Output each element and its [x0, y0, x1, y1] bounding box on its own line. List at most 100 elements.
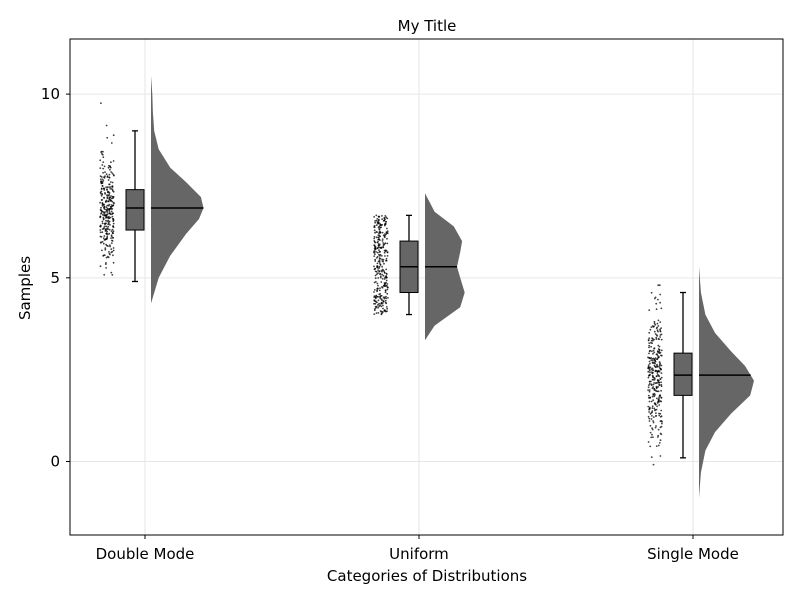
rain-point — [376, 255, 379, 258]
rain-point — [374, 274, 377, 277]
rain-point — [99, 201, 101, 204]
rain-point — [386, 237, 388, 240]
rain-point — [659, 363, 661, 366]
rain-point — [386, 310, 388, 313]
rain-point — [382, 307, 384, 310]
rain-point — [659, 400, 662, 402]
rain-point — [656, 405, 659, 408]
rain-point — [647, 367, 649, 370]
rain-point — [385, 249, 388, 252]
rain-point — [652, 416, 655, 418]
rain-point — [647, 386, 650, 389]
rain-point — [651, 358, 654, 360]
rain-point — [109, 245, 111, 248]
rain-point — [659, 412, 662, 415]
rain-point — [374, 248, 377, 251]
rain-point — [660, 354, 662, 357]
rain-point — [106, 196, 109, 198]
rain-point — [108, 196, 111, 199]
rain-point — [102, 156, 105, 159]
rain-point — [99, 265, 102, 268]
rain-point — [110, 207, 112, 210]
rain-point — [652, 352, 654, 355]
rain-point — [101, 204, 104, 207]
rain-point — [108, 176, 111, 179]
rain-point — [653, 382, 656, 384]
rain-point — [376, 241, 379, 244]
rain-point — [109, 188, 112, 190]
rain-point — [648, 411, 650, 413]
rain-point — [657, 319, 660, 322]
rain-point — [101, 199, 104, 201]
rain-point — [373, 237, 376, 240]
rain-point — [648, 390, 651, 393]
rain-point — [659, 321, 662, 323]
rain-point — [378, 234, 381, 237]
rain-point — [653, 325, 655, 328]
rain-point — [660, 327, 662, 329]
rain-point — [660, 381, 662, 384]
rain-point — [112, 222, 115, 225]
rain-point — [376, 247, 379, 249]
rain-point — [378, 229, 381, 231]
rain-point — [385, 259, 388, 262]
rain-point — [373, 240, 376, 242]
rain-point — [379, 297, 382, 300]
rain-point — [108, 198, 111, 201]
rain-point — [660, 376, 663, 379]
rain-point — [648, 420, 651, 422]
rain-point — [103, 205, 106, 208]
rain-point — [649, 328, 652, 331]
rain-point — [377, 222, 380, 225]
box — [673, 352, 693, 396]
rain-point — [661, 422, 663, 425]
x-tick-label: Uniform — [389, 545, 449, 563]
rain-point — [108, 186, 111, 189]
rain-point — [378, 289, 381, 292]
rain-point — [655, 387, 658, 389]
rain-point — [654, 333, 657, 335]
rain-point — [655, 336, 658, 339]
rain-point — [110, 235, 113, 238]
rain-point — [109, 216, 112, 219]
rain-point — [386, 255, 389, 257]
rain-point — [374, 308, 376, 310]
rain-point — [652, 421, 655, 424]
rain-point — [107, 204, 110, 207]
plot-frame — [69, 38, 784, 536]
rain-point — [108, 193, 111, 195]
rain-point — [658, 401, 660, 403]
rain-point — [658, 381, 661, 384]
rain-point — [103, 235, 106, 237]
rain-point — [650, 400, 653, 403]
rain-point — [105, 173, 108, 176]
rain-point — [103, 228, 105, 230]
rain-point — [381, 240, 384, 242]
rain-point — [103, 225, 106, 228]
rain-point — [110, 161, 112, 164]
rain-point — [105, 228, 107, 230]
rain-point — [653, 407, 656, 410]
rain-point — [105, 186, 107, 189]
rain-point — [373, 289, 376, 291]
rain-point — [648, 360, 651, 363]
rain-point — [653, 389, 656, 391]
rain-point — [381, 215, 383, 217]
rain-point — [112, 261, 115, 264]
rain-point — [648, 342, 651, 344]
rain-point — [378, 259, 381, 261]
rain-point — [374, 260, 377, 262]
rain-point — [378, 257, 381, 260]
rain-point — [656, 381, 659, 384]
rain-point — [660, 349, 663, 352]
rain-point — [99, 215, 102, 218]
rain-point — [111, 240, 114, 242]
rain-point — [102, 161, 105, 164]
rain-point — [379, 304, 382, 307]
rain-point — [105, 267, 107, 269]
rain-point — [105, 238, 108, 241]
rain-point — [105, 124, 108, 127]
rain-point — [386, 227, 388, 230]
rain-point — [102, 187, 105, 190]
rain-point — [656, 354, 659, 357]
